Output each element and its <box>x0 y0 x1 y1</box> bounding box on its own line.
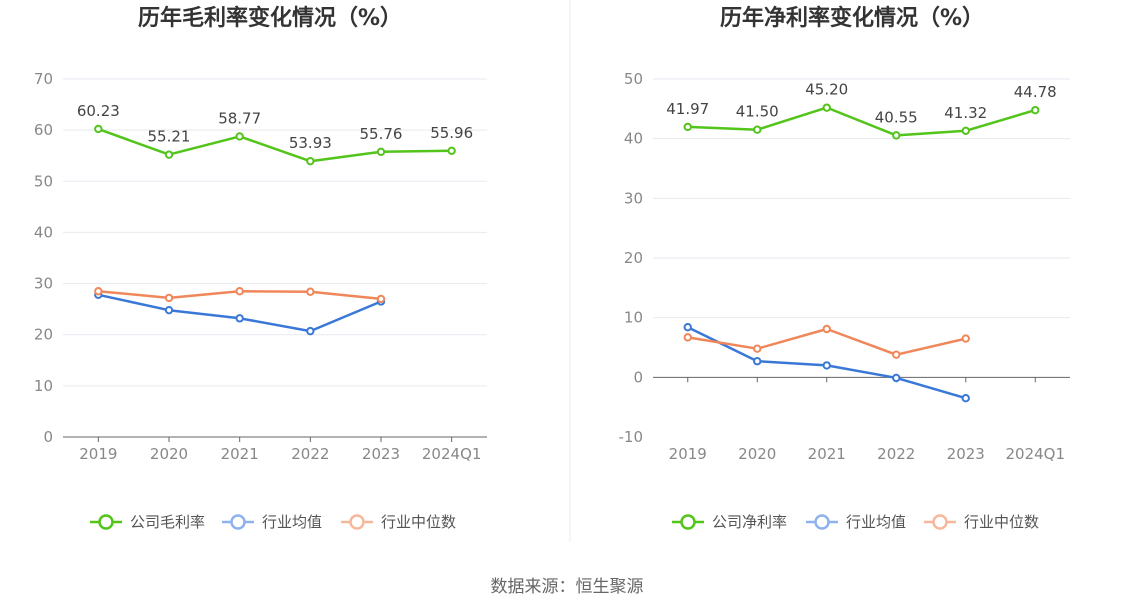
data-point <box>753 344 762 353</box>
series-line <box>98 293 382 333</box>
y-tick-label: 30 <box>34 275 53 293</box>
net-margin-chart: 历年净利率变化情况（%） -10 0 10 20 30 40 50 2019 2020 2021 20… <box>619 5 1070 531</box>
data-point <box>892 350 901 359</box>
data-point <box>164 150 174 159</box>
data-label: 40.55 <box>875 108 918 126</box>
data-point <box>961 394 970 403</box>
data-point <box>961 126 970 135</box>
data-point <box>683 122 692 132</box>
data-point <box>306 156 315 166</box>
legend-label[interactable]: 行业均值 <box>846 513 906 531</box>
data-point <box>753 357 762 366</box>
data-point <box>235 314 244 323</box>
x-tick-label: 2020 <box>738 445 776 463</box>
y-tick-label: 50 <box>34 172 53 190</box>
y-tick-label: 20 <box>34 326 53 344</box>
data-point <box>94 287 103 296</box>
data-point <box>447 146 456 156</box>
data-point <box>306 326 315 336</box>
y-tick-label: 0 <box>633 368 643 386</box>
data-point <box>1031 105 1040 115</box>
data-point <box>376 294 386 304</box>
data-point <box>306 287 315 296</box>
x-tick-label: 2019 <box>669 445 707 463</box>
series-line <box>687 106 1036 137</box>
y-tick-label: -10 <box>619 428 644 446</box>
data-label: 53.93 <box>289 134 332 152</box>
x-tick-label: 2023 <box>362 445 400 463</box>
data-label: 55.96 <box>430 124 473 142</box>
data-point <box>961 334 970 343</box>
legend-marker[interactable] <box>230 514 246 530</box>
data-point <box>753 125 762 134</box>
data-label: 58.77 <box>218 109 261 127</box>
legend-marker[interactable] <box>349 514 365 530</box>
legend-label[interactable]: 行业中位数 <box>381 513 456 531</box>
data-point <box>164 305 174 315</box>
legend-marker[interactable] <box>680 514 696 530</box>
chart-title: 历年净利率变化情况（%） <box>720 5 984 31</box>
x-tick-label: 2022 <box>877 445 915 463</box>
x-tick-label: 2024Q1 <box>1005 445 1065 463</box>
data-source: 数据来源：恒生聚源 <box>491 577 644 597</box>
y-tick-label: 10 <box>34 377 53 395</box>
y-tick-label: 0 <box>43 428 53 446</box>
x-tick-label: 2019 <box>79 445 117 463</box>
legend-label[interactable]: 行业均值 <box>262 513 322 531</box>
x-tick-label: 2022 <box>291 445 329 463</box>
data-point <box>822 361 831 370</box>
data-point <box>235 287 244 296</box>
x-tick-label: 2024Q1 <box>422 445 482 463</box>
x-tick-label: 2023 <box>947 445 985 463</box>
data-point <box>892 131 901 140</box>
legend-marker[interactable] <box>98 514 114 530</box>
data-point <box>683 333 692 342</box>
y-tick-label: 10 <box>624 309 643 327</box>
data-point <box>892 373 901 383</box>
data-label: 55.76 <box>360 125 403 143</box>
gross-margin-chart: 历年毛利率变化情况（%） 0 10 20 30 40 50 60 70 2019 2020 2021 2… <box>34 5 487 531</box>
y-tick-label: 20 <box>624 249 643 267</box>
legend-marker[interactable] <box>932 514 948 530</box>
data-label: 41.32 <box>944 104 987 122</box>
data-label: 44.78 <box>1014 83 1057 101</box>
data-label: 45.20 <box>805 81 848 99</box>
legend-label[interactable]: 公司毛利率 <box>130 513 205 531</box>
data-label: 41.50 <box>736 103 779 121</box>
y-tick-label: 40 <box>34 223 53 241</box>
data-point <box>376 147 386 157</box>
data-point <box>683 323 692 332</box>
series-line <box>97 127 452 163</box>
data-point <box>94 124 103 134</box>
legend-label[interactable]: 公司净利率 <box>712 513 787 531</box>
data-label: 60.23 <box>77 102 120 120</box>
data-label: 55.21 <box>148 128 191 146</box>
data-point <box>822 103 831 112</box>
y-tick-label: 70 <box>34 70 53 88</box>
data-point <box>164 293 174 303</box>
data-point <box>822 324 831 334</box>
chart-title: 历年毛利率变化情况（%） <box>138 5 402 31</box>
y-tick-label: 50 <box>624 70 643 88</box>
y-tick-label: 40 <box>624 130 643 148</box>
data-label: 41.97 <box>666 100 709 118</box>
y-tick-label: 30 <box>624 189 643 207</box>
x-tick-label: 2021 <box>808 445 846 463</box>
x-tick-label: 2021 <box>221 445 259 463</box>
legend-label[interactable]: 行业中位数 <box>964 513 1039 531</box>
data-point <box>235 132 244 141</box>
y-tick-label: 60 <box>34 121 53 139</box>
legend-marker[interactable] <box>814 514 830 530</box>
x-tick-label: 2020 <box>150 445 188 463</box>
